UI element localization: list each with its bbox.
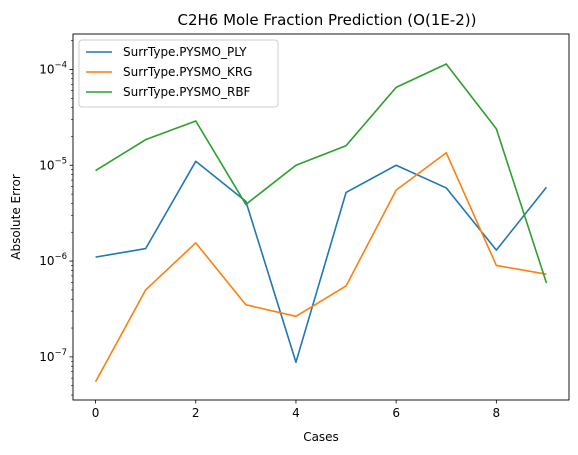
series-line xyxy=(94,151,547,383)
plot-frame xyxy=(72,33,570,401)
y-tick-label: 10−6 xyxy=(39,252,67,268)
y-tick-label: 10−4 xyxy=(39,60,67,76)
chart-title: C2H6 Mole Fraction Prediction (O(1E-2)) xyxy=(177,11,476,29)
y-tick-label: 10−5 xyxy=(39,156,67,172)
legend: SurrType.PYSMO_PLY SurrType.PYSMO_KRG Surr… xyxy=(78,39,279,108)
legend-label: SurrType.PYSMO_KRG xyxy=(123,65,252,79)
legend-box xyxy=(78,39,279,108)
legend-label: SurrType.PYSMO_PLY xyxy=(123,45,247,59)
x-tick-label: 4 xyxy=(292,406,300,420)
plot-area xyxy=(94,63,548,383)
y-axis-label: Absolute Error xyxy=(9,174,23,260)
y-tick-label: 10−7 xyxy=(39,348,67,364)
series-line xyxy=(95,160,548,364)
x-tick-label: 6 xyxy=(392,406,400,420)
x-tick-label: 8 xyxy=(493,406,501,420)
series-line xyxy=(95,63,548,284)
x-tick-label: 2 xyxy=(192,406,200,420)
legend-label: SurrType.PYSMO_RBF xyxy=(123,85,251,99)
x-tick-label: 0 xyxy=(92,406,100,420)
x-axis-label: Cases xyxy=(303,430,339,444)
